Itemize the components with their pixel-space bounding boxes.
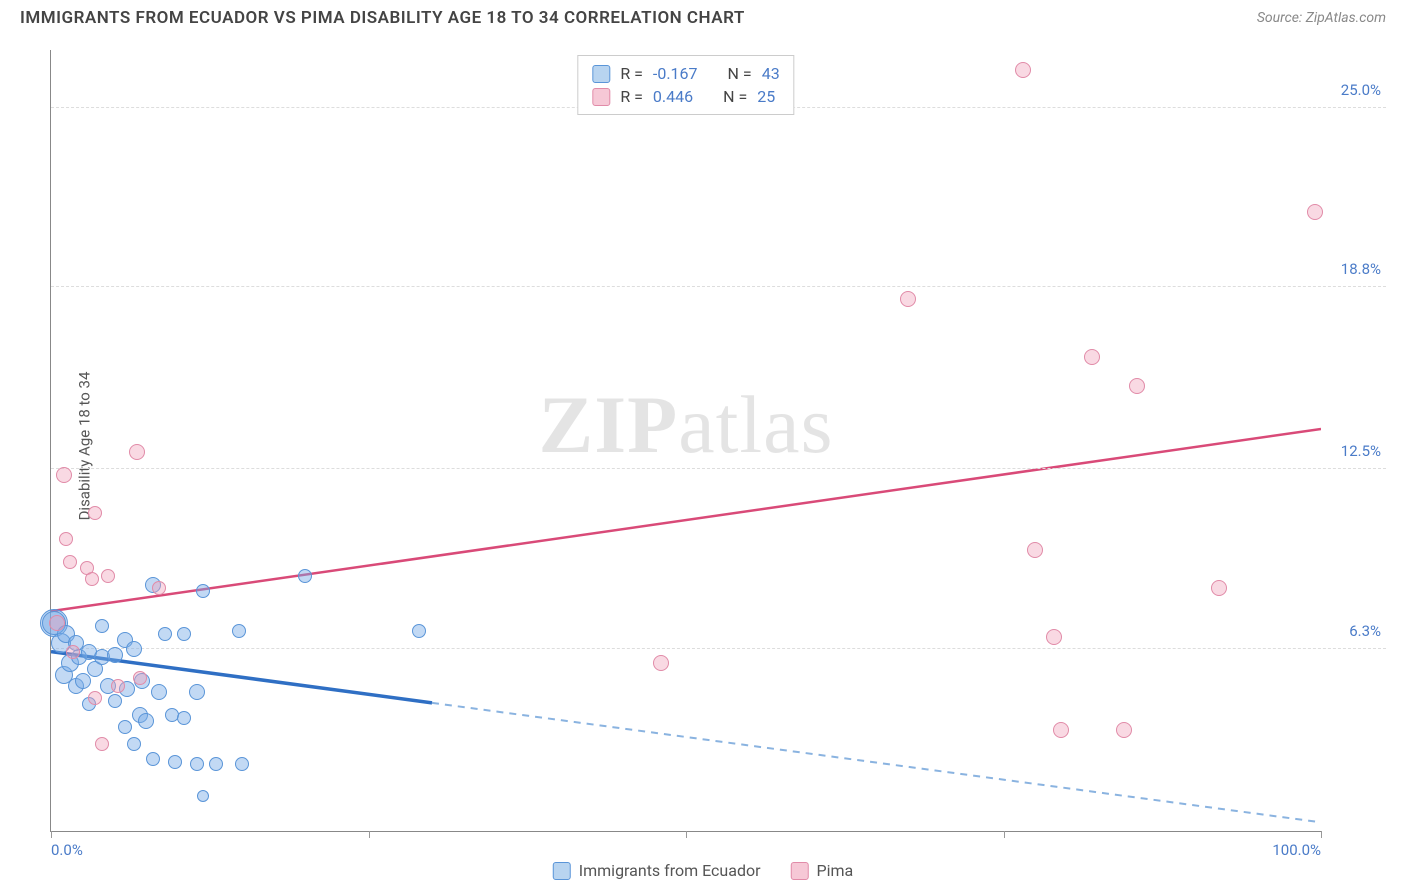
data-point — [1053, 722, 1069, 738]
data-point — [88, 506, 102, 520]
x-tick — [1321, 831, 1322, 838]
data-point — [1129, 378, 1145, 394]
data-point — [118, 720, 132, 734]
r-value: 0.446 — [653, 87, 693, 106]
data-point — [95, 737, 109, 751]
data-point — [107, 647, 123, 663]
data-point — [209, 757, 223, 771]
plot-region: ZIPatlas R =-0.167N =43R =0.446N =25 6.3… — [50, 50, 1321, 832]
n-value: 25 — [757, 87, 775, 106]
stats-legend-row: R = -0.167 N = 43 — [592, 62, 779, 85]
legend-item: Pima — [791, 861, 854, 880]
data-point — [138, 713, 154, 729]
data-point — [1211, 580, 1227, 596]
data-point — [900, 291, 916, 307]
data-point — [127, 737, 141, 751]
data-point — [190, 757, 204, 771]
data-point — [1046, 629, 1062, 645]
n-value: 43 — [762, 64, 780, 83]
gridline — [51, 468, 1386, 469]
r-label: R = — [620, 64, 643, 83]
legend-swatch — [553, 862, 571, 880]
x-tick-label: 0.0% — [51, 841, 83, 859]
y-tick-label: 25.0% — [1341, 81, 1381, 99]
data-point — [235, 757, 249, 771]
chart-area: ZIPatlas R = -0.167 N = 43 R = 0.446 N = 25 6.3… — [50, 50, 1386, 832]
data-point — [298, 569, 312, 583]
legend-swatch — [592, 88, 610, 106]
legend-label: Pima — [817, 861, 854, 880]
data-point — [56, 467, 72, 483]
data-point — [197, 790, 209, 802]
x-tick — [686, 831, 687, 838]
data-point — [152, 581, 166, 595]
data-point — [232, 624, 246, 638]
watermark-light: atlas — [678, 379, 833, 470]
legend-label: Immigrants from Ecuador — [579, 861, 761, 880]
stats-legend-box: R = -0.167 N = 43 R = 0.446 N = 25 — [577, 55, 794, 115]
data-point — [168, 755, 182, 769]
stats-legend-row: R = 0.446 N = 25 — [592, 85, 779, 108]
data-point — [151, 684, 167, 700]
watermark-bold: ZIP — [539, 379, 679, 470]
data-point — [49, 615, 65, 631]
r-label: R = — [620, 87, 643, 106]
data-point — [88, 691, 102, 705]
data-point — [129, 444, 145, 460]
data-point — [101, 569, 115, 583]
data-point — [59, 532, 73, 546]
chart-header: IMMIGRANTS FROM ECUADOR VS PIMA DISABILI… — [0, 0, 1406, 32]
legend-item: Immigrants from Ecuador — [553, 861, 761, 880]
data-point — [146, 752, 160, 766]
data-point — [189, 684, 205, 700]
data-point — [75, 673, 91, 689]
data-point — [133, 671, 147, 685]
data-point — [196, 584, 210, 598]
x-tick-label: 100.0% — [1272, 841, 1321, 859]
gridline — [51, 648, 1386, 649]
legend-swatch — [791, 862, 809, 880]
y-tick-label: 12.5% — [1341, 442, 1381, 460]
x-tick — [369, 831, 370, 838]
trend-lines — [51, 50, 1321, 831]
x-tick — [51, 831, 52, 838]
r-value: -0.167 — [653, 64, 698, 83]
data-point — [85, 572, 99, 586]
data-point — [111, 679, 125, 693]
data-point — [165, 708, 179, 722]
data-point — [1084, 349, 1100, 365]
y-tick-label: 18.8% — [1341, 260, 1381, 278]
series-legend: Immigrants from Ecuador Pima — [553, 861, 853, 880]
n-label: N = — [728, 64, 752, 83]
x-tick — [1004, 831, 1005, 838]
data-point — [95, 619, 109, 633]
chart-title: IMMIGRANTS FROM ECUADOR VS PIMA DISABILI… — [20, 8, 745, 28]
watermark: ZIPatlas — [539, 378, 834, 472]
data-point — [1015, 62, 1031, 78]
data-point — [63, 555, 77, 569]
data-point — [108, 694, 122, 708]
data-point — [1307, 204, 1323, 220]
data-point — [158, 627, 172, 641]
gridline — [51, 286, 1386, 287]
data-point — [653, 655, 669, 671]
data-point — [1027, 542, 1043, 558]
data-point — [1116, 722, 1132, 738]
data-point — [177, 627, 191, 641]
data-point — [126, 641, 142, 657]
y-tick-label: 6.3% — [1349, 622, 1381, 640]
source-attribution: Source: ZipAtlas.com — [1257, 10, 1386, 26]
n-label: N = — [723, 87, 747, 106]
data-point — [177, 711, 191, 725]
data-point — [66, 645, 80, 659]
data-point — [412, 624, 426, 638]
legend-swatch — [592, 65, 610, 83]
